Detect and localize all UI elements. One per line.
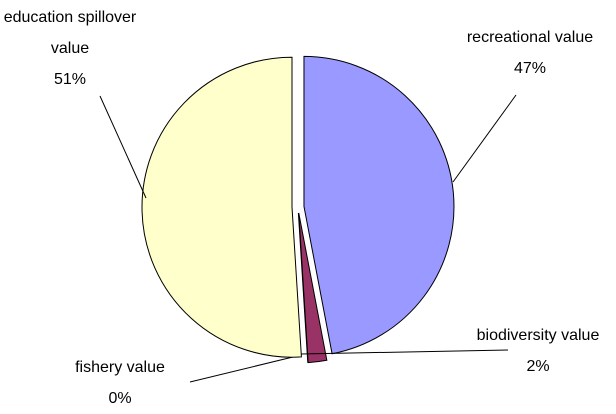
category-label: recreational value xyxy=(466,29,594,46)
leader-line xyxy=(452,94,517,183)
category-label: biodiversity value xyxy=(476,327,600,344)
value-label: 0% xyxy=(108,390,132,407)
category-label: fishery value xyxy=(75,359,165,376)
pie-slice xyxy=(303,55,455,355)
pie-slice xyxy=(141,56,302,358)
value-label: 51% xyxy=(53,71,87,88)
leader-line xyxy=(300,349,509,355)
value-label: 2% xyxy=(526,358,550,375)
leader-line xyxy=(189,355,298,383)
value-label: 47% xyxy=(513,60,547,77)
category-label: education spillover value xyxy=(3,9,137,57)
leader-line xyxy=(99,95,147,199)
pie-slice xyxy=(297,212,309,363)
